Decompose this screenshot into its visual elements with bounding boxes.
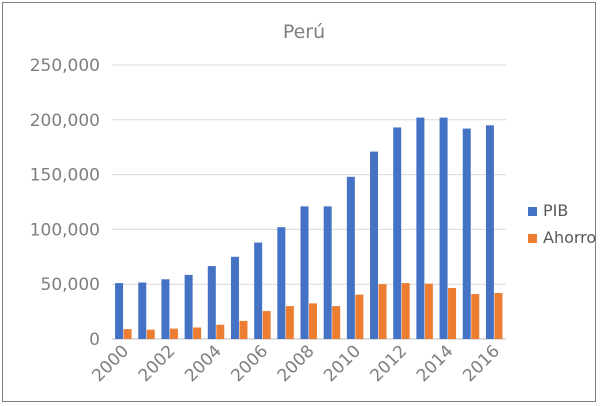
bar-pib-2009: [323, 206, 332, 339]
legend-label-ahorro: Ahorro: [543, 228, 596, 247]
bar-ahorro-2006: [262, 311, 271, 339]
bar-pib-2015: [462, 128, 471, 339]
y-tick-label: 250,000: [30, 56, 100, 76]
legend: PIB Ahorro: [528, 201, 596, 247]
legend-swatch-pib: [528, 207, 537, 216]
bar-pib-2008: [300, 206, 309, 339]
bar-pib-2002: [161, 279, 170, 339]
bar-ahorro-2008: [309, 303, 317, 339]
x-tick-label: 2014: [413, 341, 458, 386]
x-tick-label: 2002: [135, 341, 180, 386]
bar-pib-2004: [207, 266, 216, 339]
y-tick-label: 200,000: [30, 111, 100, 131]
bar-pib-2000: [115, 283, 124, 339]
bar-ahorro-2009: [332, 306, 341, 339]
bar-pib-2007: [277, 227, 286, 339]
y-tick-label: 50,000: [41, 275, 100, 295]
bar-ahorro-2014: [448, 288, 457, 339]
bar-ahorro-2003: [193, 327, 202, 339]
x-tick-label: 2008: [274, 341, 319, 386]
bar-ahorro-2012: [401, 283, 410, 339]
legend-swatch-ahorro: [528, 234, 537, 243]
bar-ahorro-2000: [123, 329, 132, 339]
bar-ahorro-2016: [494, 292, 503, 339]
bar-pib-2011: [370, 151, 379, 339]
bar-ahorro-2010: [355, 294, 364, 339]
bar-ahorro-2002: [169, 328, 178, 339]
bar-pib-2010: [346, 176, 355, 339]
bars: [115, 117, 503, 339]
bar-pib-2001: [138, 282, 147, 339]
x-tick-label: 2016: [459, 341, 504, 386]
x-tick-label: 2012: [367, 341, 412, 386]
bar-pib-2014: [439, 117, 448, 339]
y-tick-label: 0: [89, 330, 100, 350]
bar-ahorro-2007: [285, 306, 294, 339]
bar-ahorro-2001: [146, 329, 155, 339]
bar-pib-2005: [230, 256, 239, 339]
y-axis-ticks: 0 50,000 100,000 150,000 200,000 250,000: [30, 56, 100, 350]
y-tick-label: 150,000: [30, 166, 100, 186]
legend-label-pib: PIB: [543, 201, 568, 220]
bar-ahorro-2013: [424, 283, 433, 339]
bar-ahorro-2004: [216, 324, 225, 339]
bar-pib-2003: [184, 274, 193, 339]
bar-ahorro-2015: [471, 294, 480, 339]
x-tick-label: 2004: [181, 341, 226, 386]
bar-pib-2016: [485, 125, 494, 339]
bar-ahorro-2005: [239, 320, 248, 339]
bar-ahorro-2011: [378, 284, 387, 339]
bar-pib-2012: [393, 127, 402, 339]
x-tick-label: 2006: [227, 341, 272, 386]
bar-pib-2006: [254, 242, 263, 339]
chart-title: Perú: [283, 21, 325, 43]
x-axis-ticks: 2000 2002 2004 2006 2008 2010 2012 2014 2016: [88, 341, 504, 386]
bar-pib-2013: [416, 117, 425, 339]
y-tick-label: 100,000: [30, 220, 100, 240]
x-tick-label: 2010: [320, 341, 365, 386]
